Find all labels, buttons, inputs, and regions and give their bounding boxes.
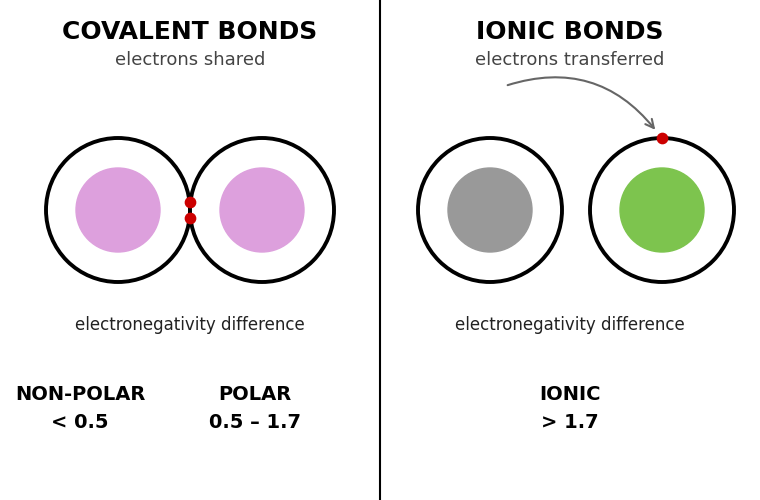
- Text: > 1.7: > 1.7: [541, 412, 599, 432]
- Circle shape: [190, 138, 334, 282]
- Circle shape: [620, 168, 704, 252]
- Text: < 0.5: < 0.5: [51, 412, 109, 432]
- Text: NON-POLAR: NON-POLAR: [14, 386, 145, 404]
- Text: electrons transferred: electrons transferred: [475, 51, 665, 69]
- Text: electronegativity difference: electronegativity difference: [75, 316, 305, 334]
- Text: IONIC BONDS: IONIC BONDS: [477, 20, 663, 44]
- Text: electrons shared: electrons shared: [115, 51, 265, 69]
- Text: 0.5 – 1.7: 0.5 – 1.7: [209, 412, 301, 432]
- Text: COVALENT BONDS: COVALENT BONDS: [62, 20, 318, 44]
- Circle shape: [418, 138, 562, 282]
- Circle shape: [46, 138, 190, 282]
- Circle shape: [590, 138, 734, 282]
- Circle shape: [220, 168, 304, 252]
- Point: [184, 214, 196, 222]
- Point: [184, 198, 196, 206]
- Circle shape: [76, 168, 160, 252]
- Text: electronegativity difference: electronegativity difference: [455, 316, 685, 334]
- Point: [656, 134, 668, 142]
- Text: IONIC: IONIC: [540, 386, 600, 404]
- Text: POLAR: POLAR: [218, 386, 292, 404]
- Circle shape: [448, 168, 532, 252]
